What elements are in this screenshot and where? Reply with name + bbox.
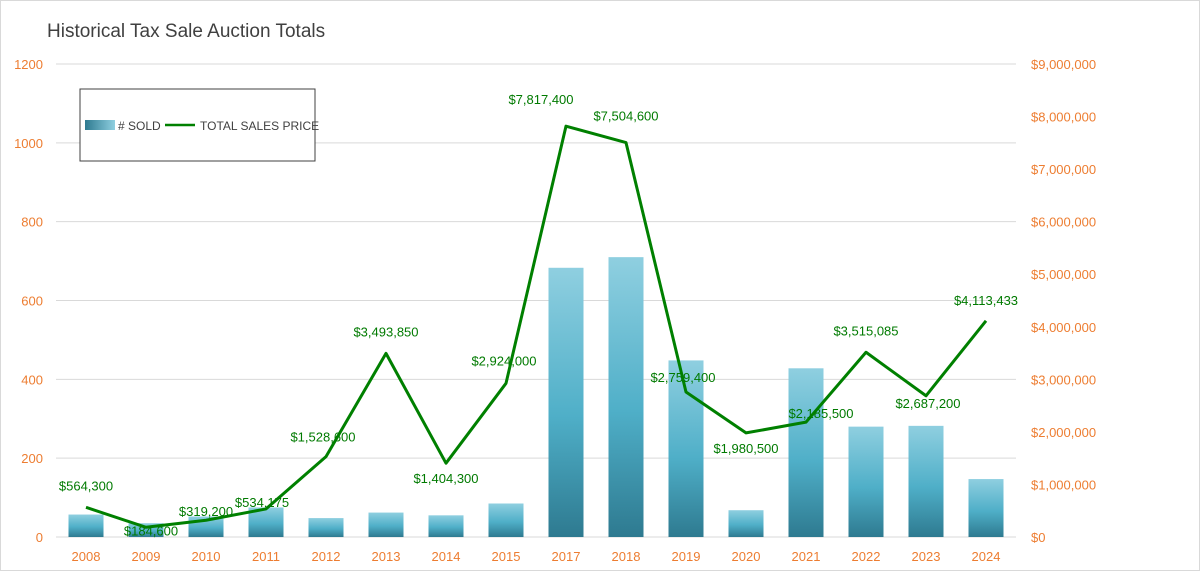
left-tick-label: 400 xyxy=(21,372,43,387)
x-tick-label: 2013 xyxy=(372,549,401,564)
data-label-total: $7,504,600 xyxy=(593,109,658,124)
x-tick-label: 2023 xyxy=(912,549,941,564)
right-tick-label: $5,000,000 xyxy=(1031,267,1096,282)
data-label-total: $2,759,400 xyxy=(650,370,715,385)
left-tick-label: 1000 xyxy=(14,136,43,151)
left-tick-label: 1200 xyxy=(14,57,43,72)
bar-sold xyxy=(428,515,464,537)
x-tick-label: 2021 xyxy=(792,549,821,564)
right-tick-label: $4,000,000 xyxy=(1031,320,1096,335)
bar-sold xyxy=(608,257,644,537)
data-label-total: $319,200 xyxy=(179,504,233,519)
left-tick-label: 200 xyxy=(21,451,43,466)
data-labels: $564,300 $184,600$319,200$534,175 $1,528,6… xyxy=(59,92,1018,538)
axis-ticks: 0 200 400 600 800 1000 1200 $0 $1,000,000 $2,000,… xyxy=(14,57,1096,564)
right-tick-label: $6,000,000 xyxy=(1031,215,1096,230)
left-tick-label: 0 xyxy=(36,530,43,545)
data-label-total: $3,515,085 xyxy=(833,323,898,338)
bar-sold xyxy=(68,514,104,537)
x-tick-label: 2020 xyxy=(732,549,761,564)
right-tick-label: $2,000,000 xyxy=(1031,425,1096,440)
left-tick-label: 600 xyxy=(21,294,43,309)
data-label-total: $4,113,433 xyxy=(954,293,1018,308)
right-tick-label: $8,000,000 xyxy=(1031,110,1096,125)
bar-sold xyxy=(968,479,1004,537)
data-label-total: $2,687,200 xyxy=(895,396,960,411)
data-label-total: $3,493,850 xyxy=(353,324,418,339)
bar-sold xyxy=(848,426,884,537)
right-tick-label: $3,000,000 xyxy=(1031,372,1096,387)
x-tick-label: 2010 xyxy=(192,549,221,564)
legend-label-sold: # SOLD xyxy=(118,119,161,133)
legend-box xyxy=(79,88,316,162)
bar-sold xyxy=(308,518,344,537)
x-tick-label: 2018 xyxy=(612,549,641,564)
x-tick-label: 2008 xyxy=(72,549,101,564)
chart-title: Historical Tax Sale Auction Totals xyxy=(47,21,326,42)
data-label-total: $1,404,300 xyxy=(413,471,478,486)
x-tick-label: 2015 xyxy=(492,549,521,564)
data-label-total: $7,817,400 xyxy=(508,92,573,107)
x-tick-label: 2024 xyxy=(972,549,1001,564)
x-tick-label: 2011 xyxy=(252,549,280,564)
data-label-total: $534,175 xyxy=(235,495,289,510)
left-tick-label: 800 xyxy=(21,215,43,230)
x-tick-label: 2019 xyxy=(672,549,701,564)
bar-sold xyxy=(368,512,404,537)
bar-sold xyxy=(788,368,824,537)
data-label-total: $2,924,000 xyxy=(471,353,536,368)
data-label-total: $1,528,600 xyxy=(290,430,355,445)
bar-sold xyxy=(488,503,524,537)
bar-sold xyxy=(728,510,764,537)
data-label-total: $2,185,500 xyxy=(788,406,853,421)
x-tick-label: 2014 xyxy=(432,549,461,564)
right-tick-label: $0 xyxy=(1031,530,1045,545)
x-tick-label: 2022 xyxy=(852,549,881,564)
data-label-total: $564,300 xyxy=(59,478,113,493)
line-total-sales-price xyxy=(85,124,988,529)
bar-series xyxy=(68,257,1004,537)
x-tick-label: 2009 xyxy=(132,549,161,564)
x-tick-label: 2012 xyxy=(312,549,341,564)
right-tick-label: $1,000,000 xyxy=(1031,477,1096,492)
legend-swatch-sold xyxy=(85,120,115,130)
data-label-total: $184,600 xyxy=(124,523,178,538)
bar-sold xyxy=(908,425,944,537)
legend: # SOLD TOTAL SALES PRICE xyxy=(79,88,319,162)
right-tick-label: $9,000,000 xyxy=(1031,57,1096,72)
line-series xyxy=(85,124,988,529)
right-tick-label: $7,000,000 xyxy=(1031,162,1096,177)
data-label-total: $1,980,500 xyxy=(713,441,778,456)
bar-sold xyxy=(548,267,584,537)
legend-label-total: TOTAL SALES PRICE xyxy=(200,119,319,133)
x-tick-label: 2017 xyxy=(552,549,581,564)
